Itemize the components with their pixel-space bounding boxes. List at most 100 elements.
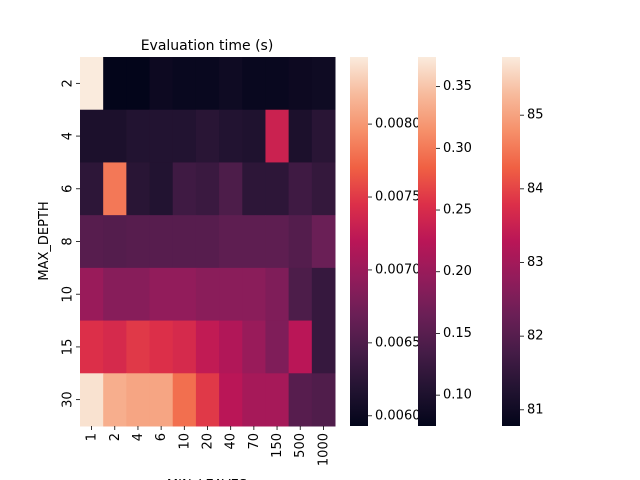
heatmap-cell (195, 373, 220, 427)
colorbar-tick-label: 0.0075 (375, 190, 421, 205)
heatmap-cell (195, 267, 220, 322)
heatmap-cell (80, 57, 104, 111)
heatmap-cell (195, 109, 220, 163)
heatmap-cell (126, 162, 151, 216)
colorbar-tick-label: 82 (527, 329, 544, 344)
heatmap-cell (80, 109, 104, 163)
colorbar (418, 57, 436, 426)
colorbar-tick-label: 0.0070 (375, 262, 421, 277)
heatmap-cell (172, 162, 197, 216)
heatmap-cell (242, 320, 266, 374)
x-tick-label: 500 (293, 433, 308, 458)
heatmap-cell (242, 373, 266, 427)
y-tick-label: 6 (61, 185, 76, 193)
heatmap-cell (242, 267, 266, 322)
heatmap-cell (149, 109, 174, 163)
heatmap-cell (103, 109, 127, 163)
y-tick-label: 8 (61, 237, 76, 245)
colorbar-tick-label: 0.15 (443, 326, 472, 341)
heatmap-cell (103, 320, 127, 374)
heatmap-cell (149, 320, 174, 374)
heatmap-cell (311, 267, 336, 322)
heatmap-cell (80, 215, 104, 269)
colorbar-tick-label: 0.20 (443, 264, 472, 279)
x-tick-label: 70 (247, 433, 262, 450)
heatmap-cell (126, 320, 151, 374)
heatmap-cell (172, 320, 197, 374)
heatmap-cell (265, 57, 290, 111)
y-tick-label: 15 (61, 339, 76, 356)
heatmap-cell (311, 373, 336, 427)
heatmap-cell (172, 215, 197, 269)
colorbar-tick-label: 0.0080 (375, 117, 421, 132)
heatmap-cell (172, 57, 197, 111)
heatmap-cell (126, 109, 151, 163)
heatmap-cell (265, 162, 290, 216)
heatmap-cell (80, 162, 104, 216)
heatmap-cell (311, 320, 336, 374)
heatmap-cell (219, 162, 243, 216)
heatmap-cell (80, 320, 104, 374)
x-tick-label: 150 (270, 433, 285, 458)
heatmap-cell (172, 267, 197, 322)
heatmap-cell (265, 320, 290, 374)
heatmap-cell (103, 267, 127, 322)
y-tick-label: 4 (61, 132, 76, 140)
x-tick-label: 20 (201, 433, 216, 450)
heatmap-cell (242, 215, 266, 269)
heatmap-cell (288, 320, 313, 374)
colorbar-tick-label: 0.25 (443, 203, 472, 218)
heatmap-cell (311, 215, 336, 269)
x-tick-label: 1 (85, 433, 100, 441)
colorbar-tick-label: 81 (527, 402, 544, 417)
heatmap-cell (195, 320, 220, 374)
colorbar-tick-label: 0.0065 (375, 335, 421, 350)
colorbar-tick-label: 0.30 (443, 141, 472, 156)
heatmap-cell (103, 373, 127, 427)
y-tick-label: 2 (61, 79, 76, 87)
heatmap-cell (126, 373, 151, 427)
heatmap-cell (103, 57, 127, 111)
colorbar (502, 57, 520, 426)
y-axis-label: MAX_DEPTH (37, 201, 52, 280)
heatmap-cell (311, 162, 336, 216)
y-tick-label: 30 (61, 391, 76, 408)
heatmap-cell (149, 57, 174, 111)
heatmap-cell (149, 267, 174, 322)
heatmap-cell (265, 215, 290, 269)
heatmap-cell (149, 162, 174, 216)
heatmap-cell (195, 215, 220, 269)
colorbar-tick-label: 0.10 (443, 388, 472, 403)
x-tick-label: 2 (108, 433, 123, 441)
colorbar-tick-label: 85 (527, 108, 544, 123)
heatmap-cell (219, 320, 243, 374)
heatmap-cell (265, 109, 290, 163)
heatmap-cell (149, 373, 174, 427)
colorbar (350, 57, 368, 426)
heatmap-cell (172, 109, 197, 163)
heatmap-cell (288, 109, 313, 163)
heatmap-cell (242, 57, 266, 111)
heatmap-cell (219, 215, 243, 269)
heatmap-cell (242, 162, 266, 216)
heatmap-cell (288, 267, 313, 322)
x-tick-label: 10 (177, 433, 192, 450)
heatmap-cell (103, 215, 127, 269)
heatmap-cell (195, 162, 220, 216)
heatmap-cell (265, 267, 290, 322)
x-tick-label: 40 (224, 433, 239, 450)
y-tick-label: 10 (61, 286, 76, 303)
heatmap-cell (288, 57, 313, 111)
heatmap-cell (311, 57, 336, 111)
heatmap-cell (288, 162, 313, 216)
colorbar-tick-label: 0.0060 (375, 408, 421, 423)
heatmap-cell (172, 373, 197, 427)
x-axis-label: MIN_LEAVES (167, 478, 247, 480)
heatmap-cell (80, 267, 104, 322)
x-tick-label: 6 (154, 433, 169, 441)
heatmap-cell (219, 57, 243, 111)
colorbar-tick-label: 83 (527, 255, 544, 270)
heatmap-cell (126, 215, 151, 269)
heatmap-cell (288, 215, 313, 269)
